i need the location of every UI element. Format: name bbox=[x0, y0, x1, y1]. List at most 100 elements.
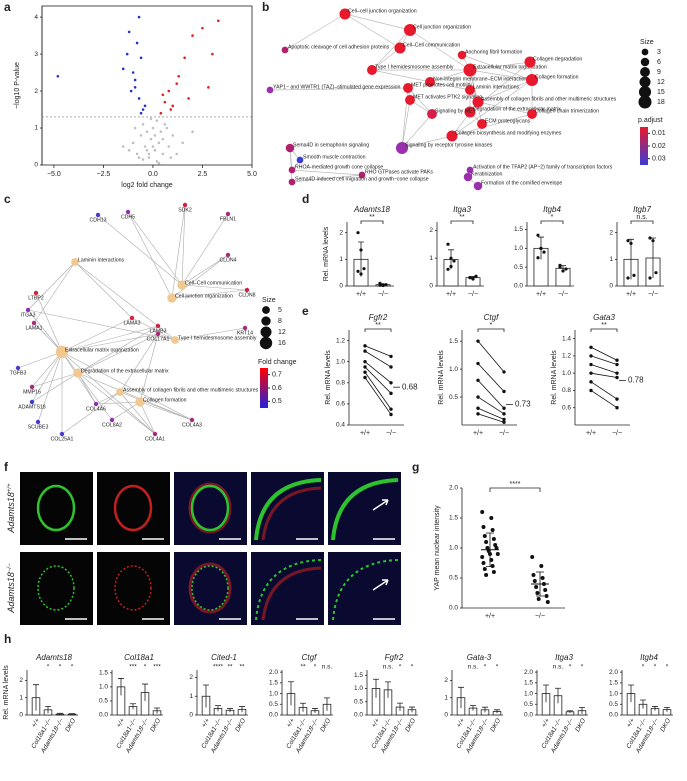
micrograph bbox=[20, 552, 93, 625]
gene-node bbox=[225, 211, 231, 217]
term-node bbox=[73, 368, 83, 378]
gene-label: COL4A3 bbox=[182, 422, 202, 428]
y-tick-label: 0 bbox=[444, 712, 448, 719]
x-tick-label: +/+ bbox=[540, 717, 551, 729]
error-bar bbox=[300, 702, 306, 712]
point bbox=[183, 56, 186, 60]
legend-title: Fold change bbox=[258, 359, 297, 366]
network-edge bbox=[31, 351, 63, 403]
chart-title: Ctgf bbox=[302, 653, 317, 662]
data-point bbox=[384, 283, 388, 287]
node-label: ECM proteoglycans bbox=[485, 118, 531, 124]
network-edge bbox=[284, 13, 346, 51]
gene-node bbox=[152, 431, 158, 437]
data-point bbox=[491, 537, 496, 541]
network-node bbox=[425, 77, 435, 87]
network-edge bbox=[61, 351, 193, 421]
network-edge bbox=[35, 292, 63, 353]
network-node bbox=[296, 156, 304, 164]
node-label: RHOA-mediated growth cone collapse bbox=[295, 164, 383, 170]
network-edge bbox=[97, 214, 183, 286]
network-node bbox=[427, 109, 437, 119]
paired-line bbox=[590, 346, 618, 361]
point bbox=[153, 148, 157, 152]
gene-label: SCUBE3 bbox=[28, 424, 49, 430]
network-edge bbox=[33, 261, 76, 324]
network-node bbox=[288, 166, 296, 174]
significance: *** bbox=[153, 664, 161, 671]
significance: * bbox=[490, 322, 493, 329]
legend-label: 15 bbox=[657, 89, 665, 96]
y-tick-label: 1.5 bbox=[99, 670, 108, 677]
chart-title: Itgb4 bbox=[543, 205, 561, 214]
network-edge bbox=[61, 351, 113, 421]
gene-label: KRT14 bbox=[237, 330, 253, 336]
gene-label: LAMA1 bbox=[25, 325, 42, 331]
y-tick-label: 2 bbox=[444, 677, 448, 684]
data-point bbox=[471, 276, 475, 280]
network-edge bbox=[344, 13, 411, 31]
micrograph bbox=[328, 472, 401, 545]
significance: * bbox=[314, 664, 317, 671]
x-tick-label: +/+ bbox=[30, 717, 41, 729]
data-point bbox=[502, 389, 506, 394]
y-tick-label: 2.0 bbox=[449, 485, 458, 492]
data-point bbox=[495, 552, 500, 556]
gene-node bbox=[29, 399, 35, 405]
panel-letter: b bbox=[262, 0, 269, 14]
colorbar bbox=[260, 368, 268, 408]
term-node bbox=[116, 388, 124, 396]
data-point bbox=[626, 276, 630, 280]
error-bar bbox=[57, 712, 63, 715]
network-edge bbox=[119, 333, 159, 393]
row-gene: Adamts18 bbox=[6, 572, 16, 614]
gene-node bbox=[95, 212, 101, 218]
significance: * bbox=[642, 664, 645, 671]
network-node bbox=[465, 85, 475, 95]
panel-letter: g bbox=[412, 460, 419, 474]
point bbox=[171, 104, 175, 108]
error-bar bbox=[130, 703, 136, 710]
panel-letter: d bbox=[302, 192, 309, 206]
significance: * bbox=[551, 214, 554, 221]
stain bbox=[261, 486, 322, 541]
y-tick-label: 1.2 bbox=[562, 353, 571, 360]
y-tick-label: 1.4 bbox=[562, 335, 571, 342]
paired-line bbox=[477, 340, 505, 373]
y-tick-label: 0.4 bbox=[336, 422, 345, 429]
significance: n.s. bbox=[636, 214, 647, 221]
error-bar bbox=[397, 702, 403, 712]
stain bbox=[254, 478, 322, 541]
point bbox=[133, 78, 137, 82]
data-point bbox=[615, 406, 619, 410]
y-tick-label: 1.0 bbox=[336, 358, 345, 365]
data-point bbox=[615, 358, 619, 362]
network-edge bbox=[61, 317, 133, 353]
legend-size bbox=[639, 76, 651, 88]
gene-node bbox=[182, 202, 188, 208]
network-edge bbox=[33, 322, 63, 353]
node-label: MET promotes cell motility bbox=[411, 82, 472, 88]
paired-line bbox=[364, 361, 392, 384]
error-bar bbox=[664, 707, 670, 712]
significance: n.s. bbox=[468, 664, 479, 671]
significance: * bbox=[484, 664, 487, 671]
point bbox=[171, 134, 175, 137]
y-axis-label: Rel. mRNA levels bbox=[325, 350, 332, 405]
point bbox=[141, 108, 145, 111]
network-edge bbox=[95, 391, 121, 405]
data-point bbox=[482, 567, 487, 571]
colorbar-label: 0.7 bbox=[272, 372, 282, 379]
significance: ** bbox=[601, 322, 607, 329]
network-edge bbox=[17, 351, 63, 369]
error-bar bbox=[45, 705, 51, 714]
significance: n.s. bbox=[383, 664, 394, 671]
data-point bbox=[589, 371, 593, 375]
point bbox=[147, 152, 151, 156]
chart-title: Adamts18 bbox=[353, 205, 391, 214]
data-point bbox=[363, 349, 367, 353]
gene-node bbox=[93, 401, 99, 407]
legend-size bbox=[638, 95, 652, 109]
point bbox=[147, 156, 151, 159]
